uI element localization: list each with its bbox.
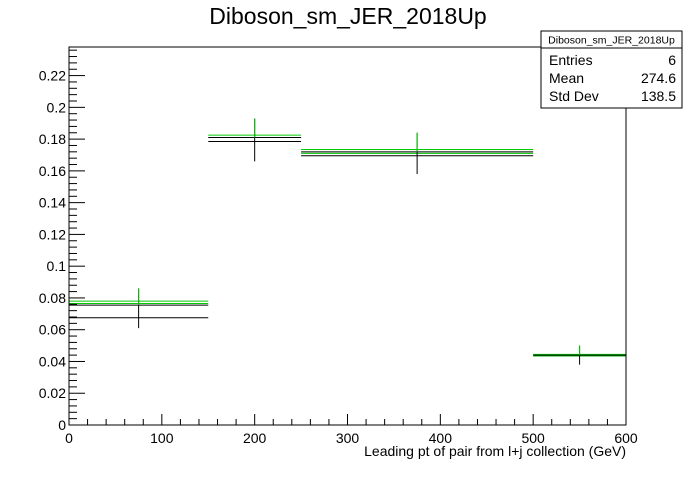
y-tick-label: 0.16 [39, 163, 66, 179]
x-tick-label: 0 [65, 430, 73, 446]
y-tick-label: 0.02 [39, 385, 66, 401]
y-tick-label: 0.22 [39, 68, 66, 84]
stats-box-frame [540, 30, 683, 109]
bins-layer [69, 118, 626, 365]
stats-stddev-value: 138.5 [641, 88, 676, 104]
x-tick-label: 200 [243, 430, 267, 446]
x-tick-label: 100 [150, 430, 174, 446]
stats-mean-label: Mean [549, 70, 584, 86]
x-axis: 0 100 200 300 400 500 600 [65, 414, 638, 446]
y-tick-label: 0.04 [39, 353, 66, 369]
stats-mean-value: 274.6 [641, 70, 676, 86]
y-tick-label: 0.1 [47, 258, 67, 274]
y-axis: 0 0.02 0.04 0.06 0.08 0.1 0.12 0.14 0.16 0.18 0.2 0… [39, 49, 85, 433]
x-tick-label: 400 [429, 430, 453, 446]
y-tick-label: 0.12 [39, 226, 66, 242]
y-tick-label: 0.18 [39, 131, 66, 147]
y-tick-label: 0 [58, 417, 66, 433]
stats-entries-label: Entries [549, 52, 593, 68]
stats-box-title: Diboson_sm_JER_2018Up [548, 35, 675, 47]
y-tick-label: 0.06 [39, 322, 66, 338]
x-tick-label: 600 [614, 430, 638, 446]
y-tick-label: 0.2 [47, 99, 67, 115]
y-tick-label: 0.14 [39, 195, 66, 211]
x-tick-label: 300 [336, 430, 360, 446]
stats-box: Diboson_sm_JER_2018Up Entries 6 Mean 274… [540, 30, 683, 109]
stats-entries-value: 6 [668, 52, 676, 68]
chart-title: Diboson_sm_JER_2018Up [209, 3, 486, 29]
stats-stddev-label: Std Dev [549, 88, 599, 104]
x-axis-label: Leading pt of pair from l+j collection (… [364, 443, 626, 459]
x-tick-label: 500 [521, 430, 545, 446]
y-tick-label: 0.08 [39, 290, 66, 306]
